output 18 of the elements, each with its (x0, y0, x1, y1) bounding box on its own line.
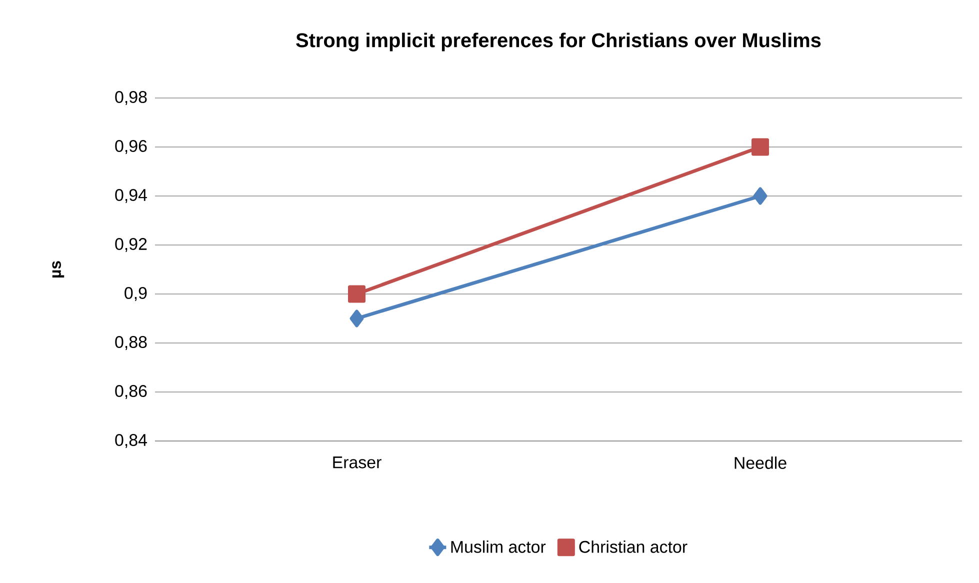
legend-label: Muslim actor (451, 540, 546, 553)
y-tick-label: 0,92 (115, 238, 147, 252)
y-tick-label: 0,9 (124, 287, 147, 301)
point (350, 310, 364, 328)
chart-title: Strong implicit preferences for Christians over Muslims (296, 32, 821, 52)
y-axis-title: µs (52, 261, 64, 278)
x-tick-label: Needle (734, 456, 786, 469)
y-tick-label: 0,86 (115, 385, 147, 399)
point (348, 285, 366, 303)
point (752, 138, 770, 156)
legend-label: Christian actor (579, 540, 688, 553)
y-tick-label: 0,88 (115, 336, 147, 350)
point (753, 187, 768, 205)
y-tick-label: 0,96 (115, 140, 147, 154)
y-tick-label: 0,98 (115, 91, 147, 105)
y-tick-label: 0,84 (115, 434, 147, 448)
y-tick-label: 0,94 (115, 189, 147, 203)
x-tick-label: Eraser (333, 456, 382, 468)
